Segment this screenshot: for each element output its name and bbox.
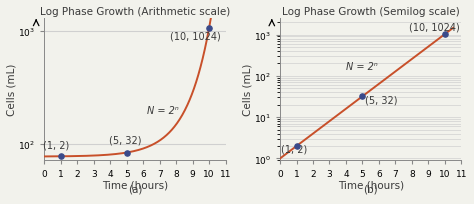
Title: Log Phase Growth (Arithmetic scale): Log Phase Growth (Arithmetic scale) [40,7,230,17]
Point [57,155,64,158]
X-axis label: Time (hours): Time (hours) [102,180,168,190]
Point [205,27,213,30]
Text: (1, 2): (1, 2) [43,139,69,149]
Text: (a): (a) [128,184,142,194]
Text: (10, 1024): (10, 1024) [170,31,220,41]
Title: Log Phase Growth (Semilog scale): Log Phase Growth (Semilog scale) [282,7,460,17]
Text: (10, 1024): (10, 1024) [409,23,459,33]
Point [293,145,301,148]
X-axis label: Time (hours): Time (hours) [337,180,404,190]
Point [359,95,366,99]
Point [123,151,130,154]
Text: (b): (b) [364,184,378,194]
Y-axis label: Cells (mL): Cells (mL) [243,64,253,116]
Point [441,33,448,37]
Text: N = 2ⁿ: N = 2ⁿ [146,105,178,115]
Y-axis label: Cells (mL): Cells (mL) [7,64,17,116]
Text: (1, 2): (1, 2) [281,143,307,153]
Text: N = 2ⁿ: N = 2ⁿ [346,61,378,71]
Text: (5, 32): (5, 32) [365,95,397,105]
Text: (5, 32): (5, 32) [109,135,141,145]
